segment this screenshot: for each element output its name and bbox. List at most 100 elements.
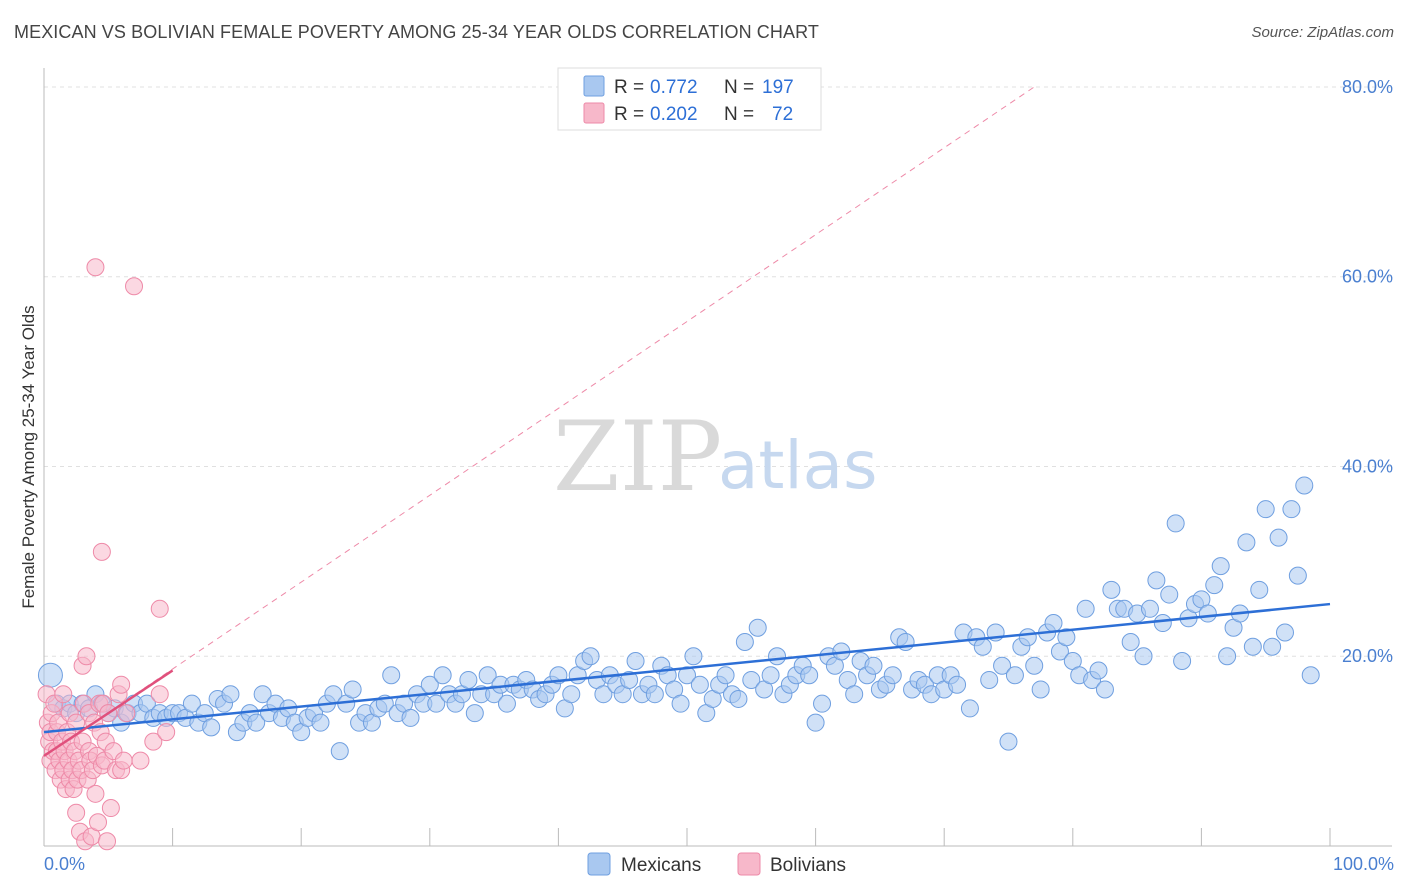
y-tick-labels: 20.0% 40.0% 60.0% 80.0%: [1342, 77, 1393, 666]
mexicans-point-99: [678, 666, 696, 685]
mexicans-point-171: [1140, 599, 1159, 618]
mexicans-point-146: [980, 670, 999, 689]
mexicans-point-180: [1198, 604, 1217, 623]
legend-n-value-1: 197: [762, 77, 794, 98]
mexicans-point-100: [684, 647, 703, 666]
mexicans-point-109: [742, 670, 761, 689]
mexicans-point-191: [1269, 528, 1288, 547]
bolivians-point-16: [54, 685, 73, 704]
mexicans-point-60: [427, 694, 446, 713]
bolivians-point-48: [89, 813, 108, 832]
mexicans-point-141: [948, 675, 967, 694]
mexicans-point-101: [690, 675, 709, 694]
bolivians-point-27: [67, 713, 86, 732]
series-legend-swatch-mexicans: [587, 852, 611, 876]
mexicans-point-28: [221, 685, 240, 704]
bolivians-point-56: [98, 832, 117, 851]
mexicans-point-183: [1218, 647, 1237, 666]
mexicans-point-125: [845, 685, 864, 704]
mexicans-point-164: [1095, 680, 1114, 699]
bolivians-point-46: [86, 784, 105, 803]
mexicans-point-194: [1288, 566, 1307, 585]
mexicans-point-53: [382, 666, 401, 685]
mexicans-point-195: [1295, 476, 1314, 495]
mexicans-point-152: [1018, 628, 1037, 647]
mexicans-point-120: [813, 694, 832, 713]
mexicans-point-131: [883, 666, 902, 685]
mexicans-point-189: [1256, 500, 1275, 519]
mexicans-point-148: [993, 656, 1012, 675]
bolivians-point-68: [144, 732, 163, 751]
mexicans-point-22: [182, 694, 201, 713]
stats-legend: R = 0.772 N = 197 R = 0.202 N = 72: [557, 67, 822, 131]
bolivians-point-71: [157, 723, 176, 742]
mexicans-point-71: [497, 694, 516, 713]
bolivians-point-70: [150, 685, 169, 704]
mexicans-point-112: [761, 666, 780, 685]
mexicans-point-65: [459, 670, 478, 689]
legend-r-label-1: R =: [614, 77, 644, 98]
series-legend: Mexicans Bolivians: [587, 852, 846, 876]
bolivians-point-51: [92, 542, 111, 561]
bolivians-point-64: [114, 751, 133, 770]
mexicans-point-187: [1243, 637, 1262, 656]
series-legend-label-bolivians: Bolivians: [770, 855, 846, 876]
mexicans-point-188: [1250, 580, 1269, 599]
legend-n-label-1: N =: [724, 77, 754, 98]
y-tick-label-0: 20.0%: [1342, 646, 1393, 666]
grid-layer: [44, 86, 1392, 657]
mexicans-point-113: [768, 647, 787, 666]
series-legend-swatch-bolivians: [737, 852, 761, 876]
watermark: ZIP atlas: [553, 401, 878, 513]
y-axis-label: Female Poverty Among 25-34 Year Olds: [19, 305, 38, 608]
bolivians-reference-line: [43, 86, 1035, 757]
mexicans-point-153: [1025, 656, 1044, 675]
x-tick-label-min: 0.0%: [44, 854, 85, 874]
mexicans-point-90: [620, 670, 639, 689]
series-legend-label-mexicans: Mexicans: [621, 855, 701, 876]
mexicans-point-145: [973, 637, 992, 656]
y-tick-label-1: 40.0%: [1342, 456, 1393, 476]
mexicans-point-94: [645, 685, 664, 704]
legend-r-label-2: R =: [614, 104, 644, 125]
mexicans-point-66: [465, 704, 484, 723]
bolivians-trend-line: [43, 669, 174, 757]
mexicans-point-128: [864, 656, 883, 675]
mexicans-point-110: [748, 618, 767, 637]
mexicans-point-172: [1147, 571, 1166, 590]
bolivians-point-63: [112, 675, 131, 694]
watermark-atlas: atlas: [718, 427, 878, 504]
reference-line-layer: [43, 86, 1035, 757]
bolivians-point-69: [150, 599, 169, 618]
bolivians-point-65: [117, 704, 136, 723]
mexicans-point-150: [1005, 666, 1024, 685]
y-tick-label-3: 80.0%: [1342, 77, 1393, 97]
bolivians-point-66: [125, 277, 144, 296]
mexicans-point-32: [247, 713, 266, 732]
mexicans-point-42: [311, 713, 330, 732]
mexicans-point-98: [671, 694, 690, 713]
mexicans-point-149: [999, 732, 1018, 751]
mexicans-point-68: [478, 666, 497, 685]
mexicans-point-61: [433, 666, 452, 685]
mexicans-point-119: [806, 713, 825, 732]
chart-title: MEXICAN VS BOLIVIAN FEMALE POVERTY AMONG…: [14, 22, 819, 42]
legend-swatch-mexicans: [583, 75, 605, 97]
mexicans-point-47: [343, 680, 362, 699]
mexicans-point-108: [735, 633, 754, 652]
mexicans-point-33: [253, 685, 272, 704]
mexicans-point-118: [800, 666, 819, 685]
mexicans-point-182: [1211, 557, 1230, 576]
mexicans-point-175: [1166, 514, 1185, 533]
mexicans-point-154: [1031, 680, 1050, 699]
x-tick-label-max: 100.0%: [1333, 854, 1394, 874]
legend-n-value-2: 72: [772, 104, 793, 125]
mexicans-point-173: [1153, 614, 1172, 633]
bolivians-point-58: [101, 799, 120, 818]
mexicans-point-81: [562, 685, 581, 704]
mexicans-point-165: [1102, 580, 1121, 599]
watermark-zip: ZIP: [553, 401, 722, 513]
mexicans-point-158: [1057, 628, 1076, 647]
bolivians-point-67: [131, 751, 150, 770]
